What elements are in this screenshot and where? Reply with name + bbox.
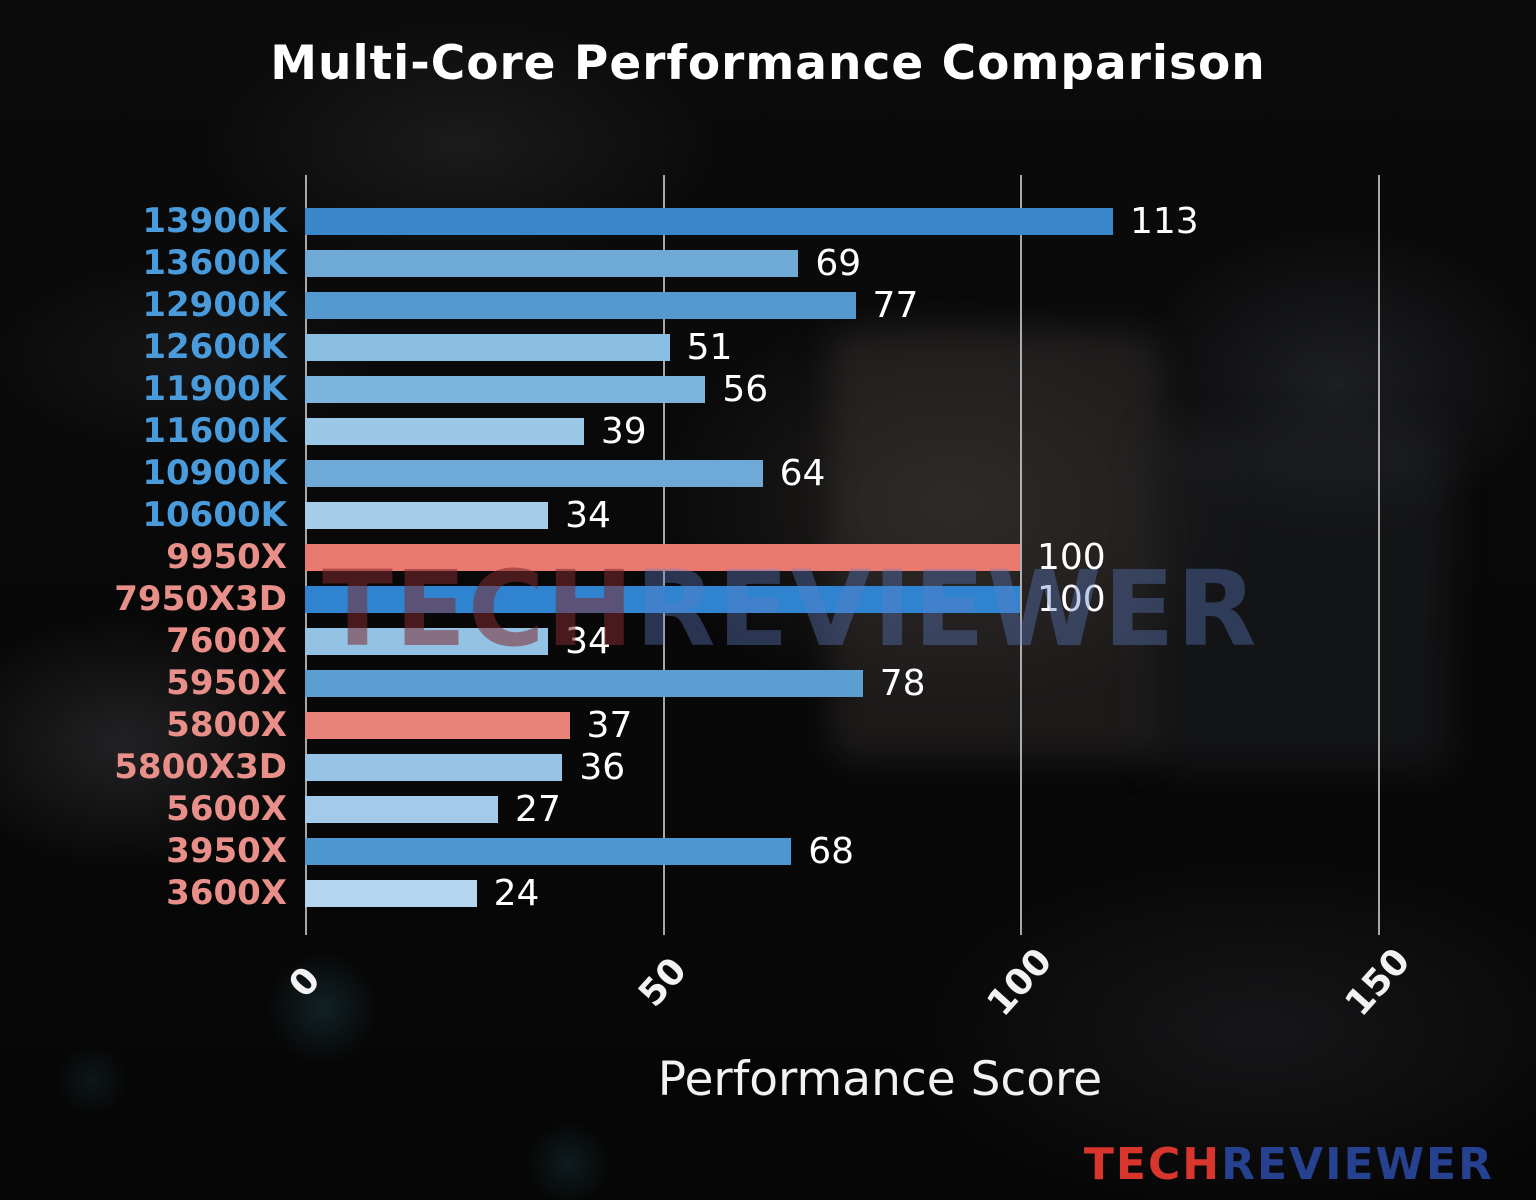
bar-row: 3600X 24 (0, 872, 1536, 914)
bar-track: 78 (305, 662, 1536, 704)
bar (305, 879, 477, 907)
category-label: 3600X (166, 873, 287, 913)
category-label: 5600X (166, 789, 287, 829)
bar (305, 543, 1020, 571)
bar-row: 5800X 37 (0, 704, 1536, 746)
logo-tech: TECH (1083, 1139, 1222, 1190)
value-label: 64 (779, 452, 826, 494)
bar (305, 333, 670, 361)
bar (305, 585, 1020, 613)
bar-track: 68 (305, 830, 1536, 872)
bar-row: 12600K 51 (0, 326, 1536, 368)
category-label: 7600X (166, 621, 287, 661)
value-label: 34 (565, 494, 611, 536)
bar-row: 10600K 34 (0, 494, 1536, 536)
bar (305, 207, 1113, 235)
value-label: 78 (879, 662, 926, 704)
bar-track: 77 (305, 284, 1536, 326)
bar (305, 795, 499, 823)
bar-track: 34 (305, 620, 1536, 662)
bar-track: 27 (305, 788, 1536, 830)
bar-row: 12900K 77 (0, 284, 1536, 326)
value-label: 56 (722, 368, 769, 410)
bar (305, 249, 799, 277)
bar-row: 13900K 113 (0, 200, 1536, 242)
category-label: 9950X (166, 537, 287, 577)
value-label: 27 (515, 788, 561, 830)
bar-track: 39 (305, 410, 1536, 452)
value-label: 24 (493, 872, 540, 914)
bar-track: 24 (305, 872, 1536, 914)
value-label: 68 (808, 830, 854, 872)
bar-row: 10900K 64 (0, 452, 1536, 494)
category-label: 7950X3D (114, 579, 287, 619)
value-label: 34 (565, 620, 611, 662)
bar-row: 5600X 27 (0, 788, 1536, 830)
category-label: 5800X (166, 705, 287, 745)
value-label: 36 (579, 746, 626, 788)
bar-row: 9950X 100 (0, 536, 1536, 578)
category-label: 3950X (166, 831, 287, 871)
bar-track: 113 (305, 200, 1536, 242)
category-label: 5950X (166, 663, 287, 703)
category-label: 13600K (142, 243, 287, 283)
bar-track: 64 (305, 452, 1536, 494)
value-label: 39 (600, 410, 647, 452)
bar (305, 627, 549, 655)
value-label: 37 (586, 704, 633, 746)
category-label: 12600K (142, 327, 287, 367)
bar-row: 7600X 34 (0, 620, 1536, 662)
bar (305, 375, 706, 403)
value-label: 100 (1037, 536, 1106, 578)
value-label: 69 (815, 242, 862, 284)
bar-rows: 13900K 113 13600K 69 12900K 77 12600K 51 11900K 5… (0, 200, 1536, 914)
value-label: 113 (1129, 200, 1199, 242)
category-label: 11900K (142, 369, 287, 409)
bar-row: 7950X3D 100 (0, 578, 1536, 620)
bar-row: 11900K 56 (0, 368, 1536, 410)
x-axis-label: Performance Score (657, 1052, 1103, 1107)
bar-track: 100 (305, 536, 1536, 578)
bar-row: 5950X 78 (0, 662, 1536, 704)
category-label: 12900K (142, 285, 287, 325)
bar (305, 417, 584, 445)
category-label: 11600K (142, 411, 287, 451)
chart-title: Multi-Core Performance Comparison (270, 36, 1266, 91)
bar (305, 711, 570, 739)
bar (305, 669, 863, 697)
value-label: 51 (686, 326, 733, 368)
gridline (1020, 175, 1022, 935)
logo-reviewer: REVIEWER (1221, 1139, 1494, 1190)
category-label: 13900K (142, 201, 287, 241)
gridline (1377, 175, 1380, 935)
value-label: 77 (872, 284, 919, 326)
category-label: 10600K (142, 495, 287, 535)
bar (305, 753, 563, 781)
bar-track: 36 (305, 746, 1536, 788)
bar-row: 3950X 68 (0, 830, 1536, 872)
bar (305, 501, 549, 529)
category-label: 10900K (142, 453, 287, 493)
bar-track: 69 (305, 242, 1536, 284)
bar-row: 13600K 69 (0, 242, 1536, 284)
bar (305, 459, 763, 487)
bar-row: 11600K 39 (0, 410, 1536, 452)
value-label: 100 (1037, 578, 1106, 620)
bar-track: 37 (305, 704, 1536, 746)
socket-background-shape (1150, 430, 1450, 770)
bar-track: 34 (305, 494, 1536, 536)
bar-track: 56 (305, 368, 1536, 410)
bar (305, 837, 792, 865)
bar-track: 51 (305, 326, 1536, 368)
bar-row: 5800X3D 36 (0, 746, 1536, 788)
brand-logo: TECHREVIEWER (1084, 1139, 1494, 1190)
bar (305, 291, 856, 319)
category-label: 5800X3D (114, 747, 287, 787)
bar-track: 100 (305, 578, 1536, 620)
